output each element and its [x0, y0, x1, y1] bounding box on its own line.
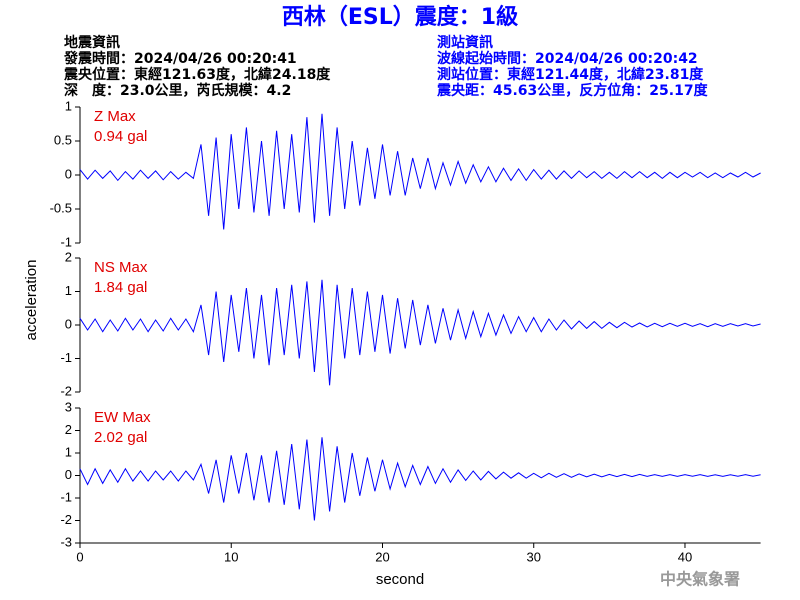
station-line: 震央距：45.63公里，反方位角：25.17度 [436, 82, 709, 99]
y-tick-label: 0.5 [54, 132, 72, 147]
y-tick-label: -1 [60, 489, 72, 504]
panel-max: 2.02 gal [94, 429, 147, 446]
y-tick-label: 1 [65, 444, 72, 459]
x-tick-label: 10 [224, 549, 238, 564]
y-tick-label: -3 [60, 534, 72, 549]
y-tick-label: -2 [60, 512, 72, 527]
y-tick-label: -1 [60, 234, 72, 249]
info-line: 發震時間：2024/04/26 00:20:41 [63, 50, 297, 67]
panel-title: EW Max [94, 409, 151, 426]
y-tick-label: 1 [65, 98, 72, 113]
panel-max: 0.94 gal [94, 128, 147, 145]
panel-title: NS Max [94, 259, 148, 276]
y-axis-label: acceleration [23, 260, 40, 341]
station-line: 測站資訊 [437, 34, 493, 51]
panel-max: 1.84 gal [94, 279, 147, 296]
info-line: 地震資訊 [64, 34, 120, 51]
x-tick-label: 30 [526, 549, 540, 564]
panel-title: Z Max [94, 108, 136, 125]
y-tick-label: -0.5 [50, 200, 72, 215]
watermark: 中央氣象署 [660, 570, 740, 589]
y-tick-label: -1 [60, 350, 72, 365]
station-line: 波線起始時間：2024/04/26 00:20:42 [437, 50, 698, 67]
info-line: 深 度：23.0公里，芮氏規模：4.2 [64, 82, 291, 99]
waveform [79, 113, 761, 230]
y-tick-label: 0 [65, 467, 72, 482]
y-tick-label: 0 [65, 316, 72, 331]
station-line: 測站位置：東經121.44度，北緯23.81度 [437, 66, 704, 83]
y-tick-label: 1 [65, 283, 72, 298]
waveform [79, 279, 761, 386]
waveform [79, 437, 761, 521]
x-tick-label: 20 [375, 549, 389, 564]
y-tick-label: 2 [65, 422, 72, 437]
info-line: 震央位置：東經121.63度，北緯24.18度 [63, 66, 331, 83]
y-tick-label: 2 [65, 249, 72, 264]
x-axis-label: second [376, 571, 424, 588]
y-tick-label: 3 [65, 399, 72, 414]
y-tick-label: 0 [65, 166, 72, 181]
x-tick-label: 0 [76, 549, 83, 564]
page-title: 西林（ESL）震度：1級 [282, 4, 518, 30]
y-tick-label: -2 [60, 383, 72, 398]
x-tick-label: 40 [678, 549, 692, 564]
